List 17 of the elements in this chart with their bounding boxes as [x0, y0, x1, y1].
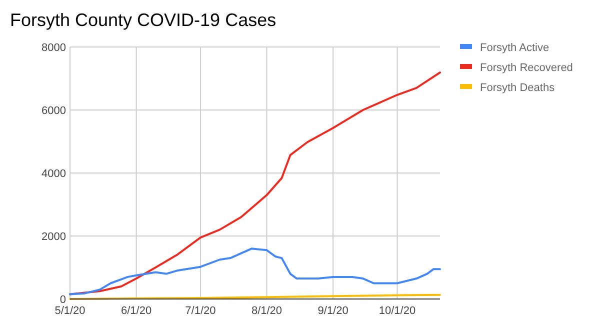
x-tick-label: 6/1/20 — [121, 305, 152, 317]
chart-title: Forsyth County COVID-19 Cases — [10, 10, 276, 30]
y-tick-label: 2000 — [42, 231, 66, 243]
y-tick-label: 6000 — [42, 105, 66, 117]
legend-label: Forsyth Recovered — [480, 62, 573, 74]
y-tick-label: 4000 — [42, 168, 66, 180]
line-series — [69, 248, 441, 296]
x-tick-label: 10/1/20 — [378, 305, 416, 317]
y-tick-label: 8000 — [42, 42, 66, 54]
line-series — [69, 72, 441, 296]
legend-label: Forsyth Active — [480, 42, 550, 54]
x-tick-label: 7/1/20 — [185, 305, 216, 317]
x-tick-label: 8/1/20 — [251, 305, 282, 317]
x-tick-label: 9/1/20 — [318, 305, 348, 317]
x-tick-label: 5/1/20 — [54, 305, 86, 317]
legend-label: Forsyth Deaths — [480, 82, 556, 94]
y-tick-label: 0 — [60, 294, 66, 306]
